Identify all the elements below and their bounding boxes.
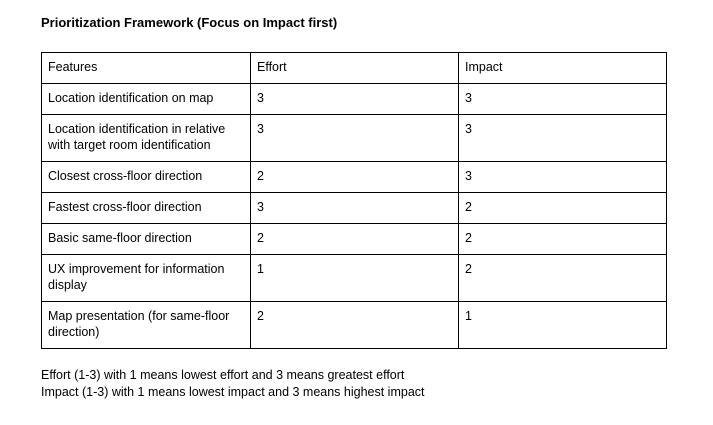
table-row: Map presentation (for same-floor directi… <box>41 301 667 349</box>
impact-cell: 2 <box>458 192 667 224</box>
effort-cell: 2 <box>250 301 459 349</box>
effort-cell: 3 <box>250 83 459 115</box>
legend-notes: Effort (1-3) with 1 means lowest effort … <box>41 367 425 401</box>
effort-cell: 2 <box>250 223 459 255</box>
impact-cell: 3 <box>458 161 667 193</box>
table-row: Fastest cross-floor direction 3 2 <box>41 192 667 224</box>
header-features: Features <box>41 52 251 84</box>
table-row: Basic same-floor direction 2 2 <box>41 223 667 255</box>
table-header-row: Features Effort Impact <box>41 52 667 84</box>
impact-cell: 2 <box>458 254 667 302</box>
header-impact: Impact <box>458 52 667 84</box>
table-row: Location identification on map 3 3 <box>41 83 667 115</box>
feature-cell: UX improvement for information display <box>41 254 251 302</box>
feature-cell: Location identification on map <box>41 83 251 115</box>
prioritization-table: Features Effort Impact Location identifi… <box>41 52 667 349</box>
impact-cell: 3 <box>458 114 667 162</box>
feature-cell: Basic same-floor direction <box>41 223 251 255</box>
feature-cell: Map presentation (for same-floor directi… <box>41 301 251 349</box>
page-title: Prioritization Framework (Focus on Impac… <box>41 15 338 30</box>
impact-scale-note: Impact (1-3) with 1 means lowest impact … <box>41 385 425 399</box>
table-row: UX improvement for information display 1… <box>41 254 667 302</box>
impact-cell: 3 <box>458 83 667 115</box>
effort-scale-note: Effort (1-3) with 1 means lowest effort … <box>41 368 405 382</box>
effort-cell: 3 <box>250 192 459 224</box>
feature-cell: Closest cross-floor direction <box>41 161 251 193</box>
table-row: Location identification in relative with… <box>41 114 667 162</box>
effort-cell: 3 <box>250 114 459 162</box>
table-row: Closest cross-floor direction 2 3 <box>41 161 667 193</box>
impact-cell: 1 <box>458 301 667 349</box>
header-effort: Effort <box>250 52 459 84</box>
effort-cell: 2 <box>250 161 459 193</box>
impact-cell: 2 <box>458 223 667 255</box>
feature-cell: Fastest cross-floor direction <box>41 192 251 224</box>
effort-cell: 1 <box>250 254 459 302</box>
feature-cell: Location identification in relative with… <box>41 114 251 162</box>
